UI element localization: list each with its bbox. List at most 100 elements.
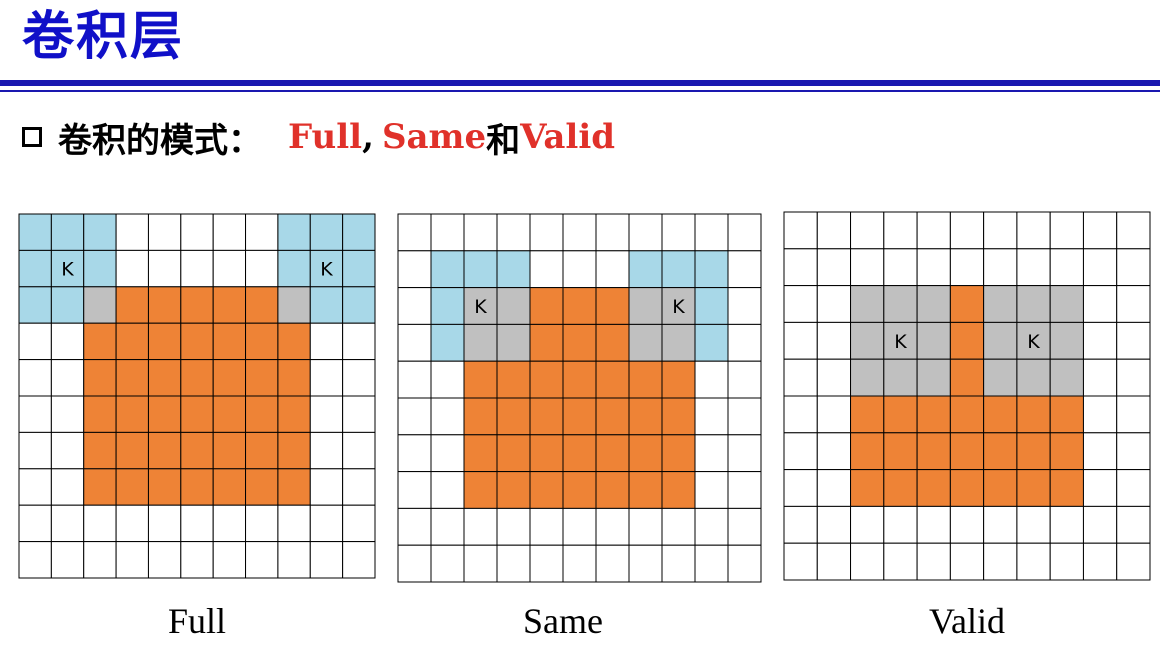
full-grid-cell	[50, 504, 85, 543]
valid-grid-cell	[816, 469, 852, 507]
full-kernel-label-2: K	[320, 259, 333, 281]
full-grid-cell	[115, 431, 149, 470]
full-grid-cell	[180, 213, 214, 251]
valid-grid-cell	[816, 285, 852, 323]
same-grid-cell	[496, 397, 531, 436]
valid-grid-cell	[949, 542, 985, 581]
valid-grid-cell	[1016, 469, 1051, 507]
full-grid-cell	[212, 286, 247, 324]
full-grid-cell	[115, 395, 149, 433]
valid-grid-cell	[883, 505, 918, 544]
same-grid-cell	[496, 287, 531, 325]
same-grid-cell	[397, 323, 432, 362]
same-grid-cell	[529, 397, 564, 436]
full-grid-cell	[277, 249, 311, 288]
same-grid-cell	[595, 323, 630, 362]
valid-grid-cell	[983, 432, 1018, 471]
same-grid-cell	[661, 434, 696, 473]
same-grid-cell	[463, 544, 498, 583]
slide-title: 卷积层	[22, 6, 185, 67]
same-grid-cell	[595, 360, 630, 399]
full-grid-cell	[50, 468, 85, 506]
same-grid-cell	[397, 507, 432, 546]
bullet-point: 卷积的模式： Full , Same 和 Valid	[22, 112, 615, 162]
full-grid-cell	[147, 431, 182, 470]
same-grid-cell	[562, 434, 597, 473]
valid-grid-cell	[850, 285, 885, 323]
valid-grid-cell	[916, 248, 951, 287]
valid-grid-cell	[949, 285, 985, 323]
valid-grid-cell	[883, 542, 918, 581]
same-grid-cell	[496, 434, 531, 473]
full-grid-cell	[147, 286, 182, 324]
valid-grid-cell	[816, 505, 852, 544]
full-grid-cell	[309, 286, 344, 324]
same-grid-cell	[562, 287, 597, 325]
full-grid-cell	[180, 249, 214, 288]
same-grid-cell	[496, 250, 531, 289]
full-grid-cell	[342, 286, 376, 324]
full-grid-cell	[18, 541, 52, 579]
same-grid-cell	[496, 507, 531, 546]
valid-grid-cell	[850, 211, 885, 250]
valid-grid-cell	[1116, 211, 1151, 250]
full-grid-cell	[342, 504, 376, 543]
full-grid-cell	[245, 249, 279, 288]
same-grid-cell	[430, 213, 465, 252]
valid-grid-cell	[949, 248, 985, 287]
valid-grid-cell	[883, 211, 918, 250]
valid-grid-cell	[1049, 469, 1084, 507]
same-grid-cell	[727, 287, 762, 325]
valid-grid-cell	[883, 432, 918, 471]
full-grid-cell	[50, 213, 85, 251]
same-grid-cell	[496, 213, 531, 252]
mode-same-label: Same	[381, 117, 487, 157]
valid-grid-cell	[1016, 432, 1051, 471]
mode-full-label: Full	[288, 117, 363, 157]
same-grid-cell	[727, 507, 762, 546]
valid-grid-cell	[1049, 248, 1084, 287]
valid-grid-cell	[783, 321, 818, 360]
full-grid-cell	[309, 213, 344, 251]
valid-grid-cell	[1116, 395, 1151, 434]
valid-grid-cell	[850, 469, 885, 507]
same-grid-cell	[628, 250, 663, 289]
full-grid-cell	[342, 541, 376, 579]
full-grid-cell	[309, 249, 344, 288]
valid-grid-cell	[1049, 395, 1084, 434]
full-grid-cell	[212, 213, 247, 251]
same-grid-cell	[694, 434, 729, 473]
same-grid-cell	[463, 507, 498, 546]
same-grid-cell	[430, 471, 465, 509]
valid-grid-cell	[1049, 321, 1084, 360]
full-grid-cell	[83, 541, 117, 579]
valid-grid-cell	[883, 395, 918, 434]
full-grid-cell	[50, 359, 85, 397]
valid-kernel-label-1: K	[894, 331, 907, 353]
valid-grid-cell	[983, 469, 1018, 507]
full-grid-cell	[277, 431, 311, 470]
valid-grid-cell	[850, 358, 885, 397]
full-grid-cell	[83, 249, 117, 288]
full-grid-cell	[342, 359, 376, 397]
valid-grid-cell	[983, 358, 1018, 397]
same-grid-cell	[595, 287, 630, 325]
full-grid-cell	[245, 286, 279, 324]
valid-grid-cell	[983, 248, 1018, 287]
same-grid-cell	[397, 213, 432, 252]
same-grid-cell	[628, 544, 663, 583]
valid-grid-cell	[1116, 432, 1151, 471]
same-grid-cell	[694, 507, 729, 546]
full-grid-cell	[18, 504, 52, 543]
full-grid-cell	[83, 395, 117, 433]
valid-grid-cell	[1016, 395, 1051, 434]
valid-grid-cell	[983, 542, 1018, 581]
valid-grid-cell	[816, 321, 852, 360]
same-kernel-label-2: K	[672, 296, 685, 318]
full-grid-cell	[180, 322, 214, 361]
valid-grid-cell	[783, 542, 818, 581]
full-grid-cell	[115, 504, 149, 543]
valid-grid-cell	[883, 248, 918, 287]
same-grid-cell	[430, 250, 465, 289]
same-grid-cell	[562, 471, 597, 509]
